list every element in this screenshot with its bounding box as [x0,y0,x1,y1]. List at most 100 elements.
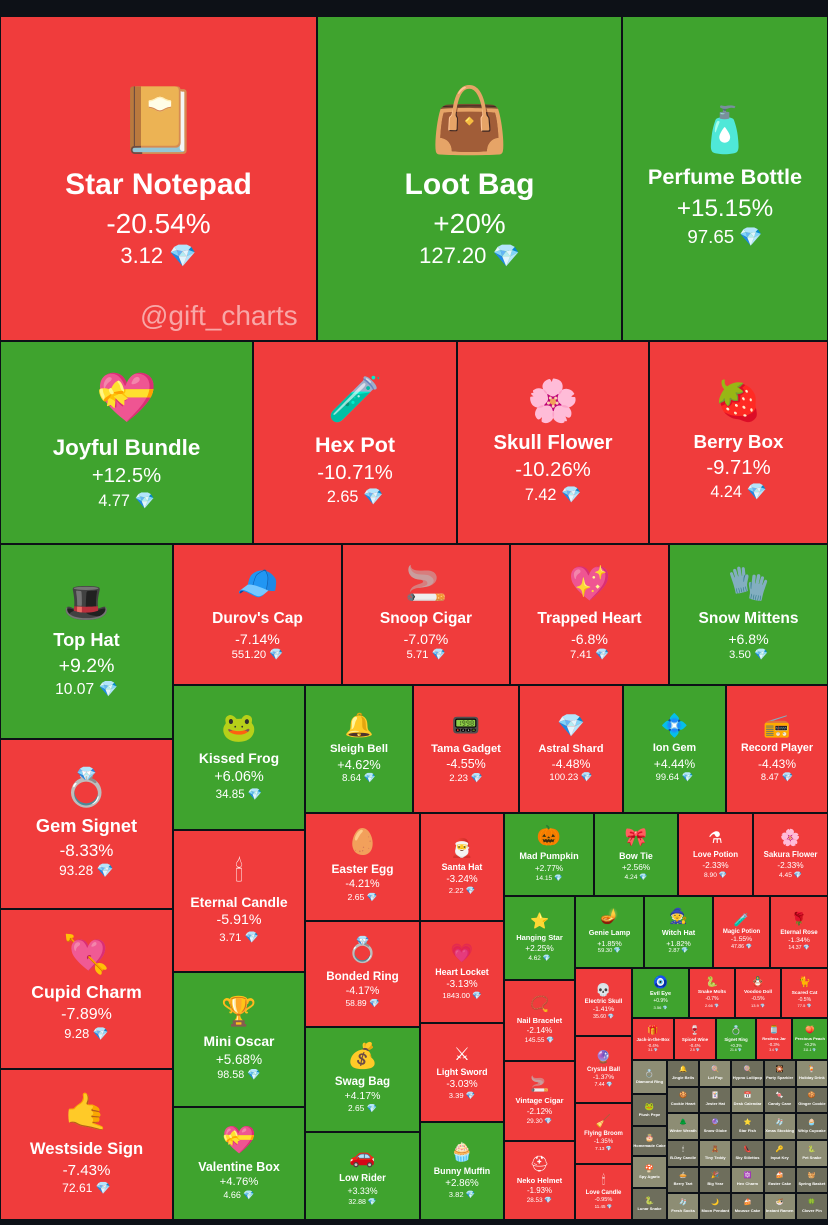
treemap-tile: 🧤 Snow Mittens +6.8% 3.50 💎 [669,544,828,685]
gift-name: Lunar Snake [637,1206,662,1212]
diamond-icon: 💎 [163,242,197,268]
gift-name: Heart Locket [435,966,489,977]
gift-icon: 👜 [429,84,510,157]
price-value: 3.71 💎 [219,930,258,944]
treemap-tile: 🧁 Bunny Muffin +2.86% 3.82 💎 [420,1122,504,1220]
price-value: 13.9 💎 [751,1003,765,1008]
gift-icon: 🍬 [775,1092,784,1100]
price-value: 7.41 💎 [570,648,609,661]
price-number: 7.41 [569,649,592,662]
price-change: -1.35% [593,1137,614,1145]
gift-icon: 🫙 [769,1025,779,1035]
gift-icon: 🐸 [644,1101,655,1111]
treemap-tile: 📟 Tama Gadget -4.55% 2.23 💎 [413,685,519,813]
gift-icon: 🪆 [751,977,765,988]
price-number: 3.56 [653,1004,662,1010]
treemap-tile: ⛑ Neko Helmet -1.93% 28.53 💎 [504,1141,575,1220]
gift-name: Genie Lamp [588,928,631,938]
gift-name: Plush Pepe [638,1112,661,1118]
price-value: 2.65 💎 [348,892,378,903]
price-change: -5.91% [216,912,262,929]
gift-icon: ⭐ [743,1119,752,1127]
price-number: 11.45 [594,1203,606,1209]
treemap-tile: 🫙 Restless Jar -0.3% 3.4 💎 [756,1018,792,1060]
gift-icon: 💍 [63,766,110,809]
treemap-tile: ⚗ Love Potion -2.33% 8.90 💎 [678,813,753,896]
gift-icon: 🧁 [450,1142,474,1163]
gift-name: Berry Tart [673,1181,693,1187]
treemap-tile: 🍰 Mousse Cake [731,1193,764,1220]
price-value: 93.28 💎 [59,863,114,879]
gift-name: Astral Shard [538,742,604,755]
gift-name: Kissed Frog [198,750,280,766]
price-change: -20.54% [106,207,211,239]
price-number: 4.77 [98,491,130,510]
diamond-icon: 💎 [679,948,689,955]
treemap-tile: 💝 Valentine Box +4.76% 4.66 💎 [173,1107,305,1220]
treemap-tile: 🐍 Pet Snake [795,1140,828,1167]
price-value: 47.86 💎 [731,944,752,950]
price-change: -2.12% [526,1106,553,1116]
price-value: 5.71 💎 [406,648,445,661]
price-change: +0.3% [730,1042,742,1048]
price-number: 100.23 [549,772,579,784]
treemap-tile: 👜 Loot Bag +20% 127.20 💎 [317,16,622,341]
price-value: 7.44 💎 [595,1082,613,1088]
gift-icon: 💍 [347,936,378,964]
diamond-icon: 💎 [604,1146,612,1152]
gift-name: Cookie Heart [670,1101,696,1107]
gift-name: Tiny Teddy [704,1154,726,1160]
gift-name: Snow Mittens [698,609,799,627]
gift-icon: 🍓 [714,379,763,423]
price-value: 2.87 💎 [669,948,689,954]
gift-name: Loot Bag [404,168,535,202]
gift-name: Electric Skull [584,999,623,1006]
gift-name: Holiday Drink [798,1074,825,1080]
treemap-tile: 🧺 Spring Basket [795,1166,828,1194]
gift-icon: 🧹 [595,1114,612,1129]
price-change: -1.93% [526,1186,552,1196]
gift-name: Candy Cane [768,1101,792,1107]
price-number: 29.30 [526,1117,543,1125]
gift-name: Ion Gem [652,742,697,755]
gift-name: Top Hat [53,630,120,651]
gift-name: Joyful Bundle [52,435,201,461]
diamond-icon: 💎 [463,885,476,895]
gift-icon: 🧦 [679,1199,688,1207]
gift-icon: 🤙 [63,1090,110,1132]
price-value: 1843.00 💎 [442,991,481,1000]
price-number: 2.87 [668,948,680,955]
price-value: 2.65 💎 [327,487,383,507]
price-value: 8.47 💎 [761,772,793,783]
gift-icon: 🚬 [529,1076,550,1094]
diamond-icon: 💎 [366,998,380,1009]
price-change: +0.9% [653,998,668,1005]
diamond-icon: 💎 [750,649,769,662]
treemap-tile: 🌸 Skull Flower -10.26% 7.42 💎 [457,341,649,544]
treemap-tile: 🥚 Easter Egg -4.21% 2.65 💎 [305,813,420,921]
gift-name: Perfume Bottle [647,164,803,190]
price-number: 32.88 [348,1198,366,1206]
diamond-icon: 💎 [542,1197,553,1205]
treemap-tile: 💝 Joyful Bundle +12.5% 4.77 💎 [0,341,253,544]
price-change: -0.95% [594,1196,613,1203]
gift-name: Jester Hat [705,1101,725,1107]
price-change: -3.13% [446,978,478,990]
treemap-tile: 💰 Swag Bag +4.17% 2.65 💎 [305,1027,420,1132]
price-value: 3.4 💎 [769,1048,779,1052]
diamond-icon: 💎 [89,1026,109,1042]
treemap-tile: 🔯 Hex Charm [731,1166,764,1194]
diamond-icon: 💎 [604,1081,613,1088]
price-number: 4.24 [624,874,638,882]
treemap-tile: 🧸 Tiny Teddy [699,1140,732,1167]
price-value: 2.65 💎 [348,1103,377,1114]
diamond-icon: 💎 [758,1003,765,1008]
gift-name: Sky Stilettos [735,1154,760,1160]
price-value: 3.82 💎 [449,1190,475,1199]
gift-name: Westside Sign [29,1139,144,1159]
diamond-icon: 💎 [736,1048,742,1053]
treemap-tile: 🐸 Kissed Frog +6.06% 34.85 💎 [173,685,305,830]
gift-icon: 🍪 [679,1092,688,1100]
price-number: 2.5 [690,1048,695,1053]
gift-name: Jingle Bells [671,1074,695,1080]
